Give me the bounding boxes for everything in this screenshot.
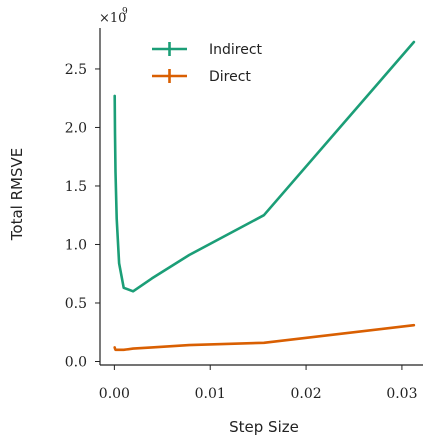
x-tick-label: 0.03 [386,386,417,402]
x-tick-label: 0.01 [195,386,226,402]
y-axis-ticks: 0.0 0.5 1.0 1.5 2.0 2.5 [65,62,100,370]
plot-frame [99,28,423,366]
y-axis-multiplier: ×10 9 [99,7,128,26]
legend-label-direct: Direct [209,69,251,85]
series-lines [113,40,416,352]
series-line-indirect [113,40,416,293]
legend-label-indirect: Indirect [209,42,263,58]
y-multiplier-exponent: 9 [122,7,128,17]
y-tick-label: 2.0 [65,120,87,136]
series-line-direct [113,323,416,352]
x-tick-label: 0.02 [290,386,321,402]
y-tick-label: 0.0 [65,354,87,370]
x-axis-label: Step Size [229,418,299,436]
x-axis-ticks: 0.00 0.01 0.02 0.03 [99,365,417,402]
y-tick-label: 1.5 [65,179,87,195]
y-multiplier-base: ×10 [99,11,126,26]
y-tick-label: 1.0 [65,237,87,253]
legend: Indirect Direct [152,42,263,85]
y-axis-label: Total RMSVE [8,148,26,241]
y-tick-label: 2.5 [65,62,87,78]
y-tick-label: 0.5 [65,296,87,312]
x-tick-label: 0.00 [99,386,130,402]
